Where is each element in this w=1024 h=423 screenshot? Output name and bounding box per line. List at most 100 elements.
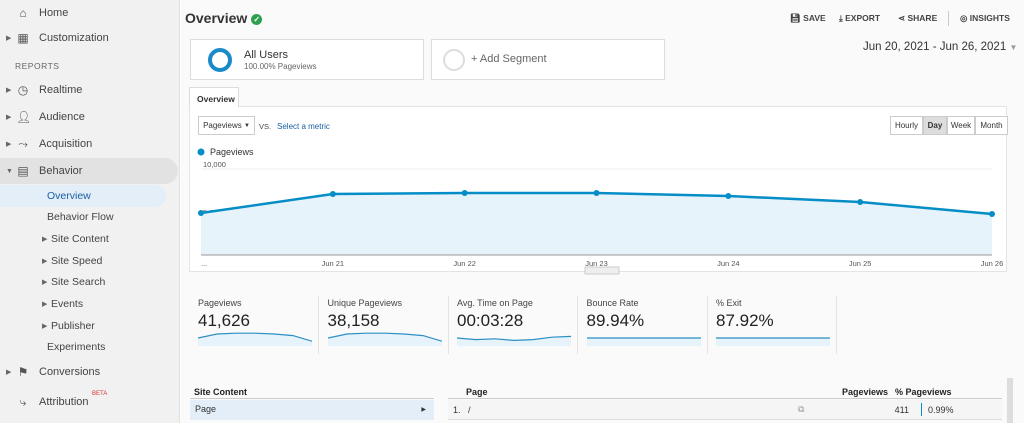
sidebar-sub-site-content[interactable]: ▶ Site Content (42, 233, 109, 245)
metric-value: 41,626 (198, 311, 250, 330)
site-content-page-row[interactable]: Page ▶ (190, 400, 434, 420)
divider (448, 398, 1002, 399)
sparkline (716, 337, 830, 346)
metric-label: Pageviews (198, 298, 242, 308)
data-point[interactable] (593, 189, 600, 196)
data-point[interactable] (989, 210, 995, 217)
sidebar-item-realtime[interactable]: ▶ ◷ Realtime (6, 83, 83, 97)
x-tick-label: Jun 24 (717, 259, 740, 268)
date-range-picker[interactable]: Jun 20, 2021 - Jun 26, 2021 ▼ (863, 41, 1018, 53)
sidebar-item-audience[interactable]: ▶ 👤︎ Audience (6, 110, 85, 124)
share-button[interactable]: ⋖ SHARE (898, 13, 938, 23)
metric-unique-pageviews[interactable]: Unique Pageviews 38,158 (327, 298, 456, 354)
x-tick-label: Jun 22 (453, 259, 476, 268)
expand-arrow-icon: ▶ (6, 35, 12, 42)
select-metric-link[interactable]: Select a metric (277, 122, 330, 131)
data-point[interactable] (329, 191, 336, 198)
scrollbar[interactable] (1007, 378, 1013, 423)
sidebar-sub-publisher[interactable]: ▶ Publisher (42, 320, 95, 332)
legend-label: Pageviews (210, 147, 254, 157)
sidebar-sub-overview[interactable]: Overview (0, 185, 166, 207)
dropdown-arrow-icon: ▼ (243, 122, 250, 129)
sidebar-sub-events[interactable]: ▶ Events (42, 298, 84, 310)
sparkline (457, 335, 571, 346)
area-fill (201, 192, 992, 255)
metric-pageviews[interactable]: Pageviews 41,626 (198, 298, 326, 354)
y-tick-label: 10,000 (203, 160, 226, 169)
empty-segment-icon (443, 49, 465, 71)
behavior-icon: ▤ (17, 164, 29, 178)
site-content-header: Site Content (194, 387, 247, 397)
sidebar-sub-behavior-flow[interactable]: Behavior Flow (47, 211, 114, 223)
granularity-day[interactable]: Day (923, 116, 947, 135)
main-content: Overview ✓ 💾︎ SAVE ⤓ EXPORT ⋖ SHARE ◎ INS… (181, 0, 1024, 423)
column-page[interactable]: Page (466, 387, 488, 397)
sparkline (198, 332, 312, 346)
page-title: Overview ✓ (185, 10, 263, 26)
attribution-icon: ⤷ (19, 394, 27, 409)
granularity-month[interactable]: Month (975, 116, 1008, 135)
metric-value: 87.92% (716, 311, 774, 330)
segment-all-users[interactable]: All Users 100.00% Pageviews (190, 39, 424, 80)
metric-select[interactable]: Pageviews ▼ (198, 116, 255, 135)
data-point[interactable] (198, 210, 204, 217)
metric-label: Unique Pageviews (327, 298, 403, 308)
add-segment-button[interactable]: + Add Segment (431, 39, 665, 80)
metric--exit[interactable]: % Exit 87.92% (716, 298, 844, 354)
x-tick-label: ... (201, 259, 207, 268)
chevron-right-icon: ▶ (421, 407, 426, 413)
insights-button[interactable]: ◎ INSIGHTS (960, 13, 1010, 23)
expand-arrow-icon: ▶ (6, 87, 12, 94)
granularity-hourly[interactable]: Hourly (890, 116, 923, 135)
vs-label: VS. (259, 122, 272, 131)
sidebar-item-acquisition[interactable]: ▶ ⤳ Acquisition (6, 136, 93, 151)
legend-dot (197, 148, 205, 156)
sidebar-sub-experiments[interactable]: Experiments (47, 341, 106, 353)
sidebar-item-attribution[interactable]: ⤷ Attribution BETA (0, 389, 178, 415)
segment-circle-icon (208, 48, 232, 72)
metric-bounce-rate[interactable]: Bounce Rate 89.94% (586, 298, 715, 354)
data-point[interactable] (857, 199, 864, 206)
metric-label: % Exit (716, 298, 742, 308)
metric-value: 00:03:28 (457, 311, 524, 330)
chart-collapse-handle[interactable] (584, 266, 620, 275)
divider (318, 296, 319, 354)
page-link[interactable]: / (468, 405, 471, 415)
metric-label: Avg. Time on Page (457, 298, 533, 308)
export-button[interactable]: ⤓ EXPORT (839, 13, 881, 23)
column-pct-pageviews[interactable]: % Pageviews (895, 387, 952, 397)
open-page-icon[interactable]: ⧉ (798, 404, 805, 414)
metric-value: 89.94% (586, 311, 645, 330)
column-pageviews[interactable]: Pageviews (842, 387, 889, 397)
data-point[interactable] (725, 193, 732, 200)
sparkline (327, 332, 442, 346)
sidebar-item-behavior[interactable]: ▼ ▤ Behavior (0, 158, 178, 184)
expand-arrow-icon: ▶ (42, 323, 48, 330)
sidebar-sub-site-speed[interactable]: ▶ Site Speed (42, 255, 103, 267)
table-row[interactable]: 1. / ⧉ 411 0.99% (448, 400, 1002, 420)
expand-arrow-icon: ▶ (42, 301, 48, 308)
tab-overview[interactable]: Overview (189, 87, 239, 107)
sidebar-item-home[interactable]: ⌂ Home (0, 0, 178, 26)
divider (707, 296, 708, 354)
clock-icon: ◷ (17, 83, 29, 97)
metric-avg-time-on-page[interactable]: Avg. Time on Page 00:03:28 (457, 298, 585, 354)
beta-badge: BETA (92, 391, 108, 397)
granularity-week[interactable]: Week (947, 116, 975, 135)
divider (190, 398, 434, 399)
divider (948, 11, 949, 26)
sidebar: ⌂ Home ▶ ▦ Customization REPORTS ▶ ◷ Realtime… (0, 0, 180, 423)
home-icon: ⌂ (19, 6, 27, 20)
sidebar-sub-site-search[interactable]: ▶ Site Search (42, 276, 106, 288)
verified-check-icon: ✓ (251, 14, 263, 25)
sparkline (586, 337, 701, 346)
x-tick-label: Jun 23 (585, 259, 608, 268)
expand-arrow-icon: ▶ (42, 258, 48, 265)
data-point[interactable] (461, 189, 468, 196)
expand-arrow-icon: ▶ (6, 114, 12, 121)
save-button[interactable]: 💾︎ SAVE (790, 13, 826, 23)
person-icon: 👤︎ (16, 110, 32, 124)
sidebar-item-conversions[interactable]: ▶ ⚑ Conversions (6, 365, 101, 379)
sidebar-item-customization[interactable]: ▶ ▦ Customization (6, 31, 109, 45)
